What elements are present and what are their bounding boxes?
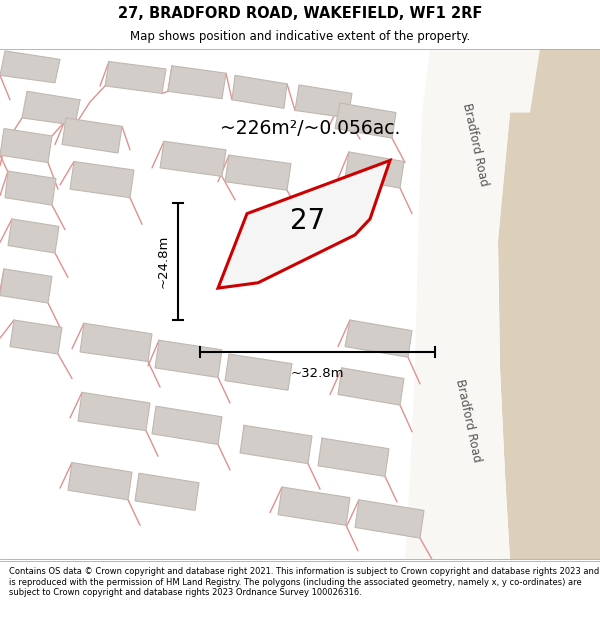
Polygon shape (78, 392, 150, 431)
Polygon shape (225, 354, 292, 390)
Polygon shape (155, 340, 222, 377)
Text: ~24.8m: ~24.8m (157, 235, 170, 288)
Polygon shape (278, 487, 350, 526)
Polygon shape (345, 320, 412, 357)
Polygon shape (295, 85, 352, 118)
Polygon shape (318, 438, 389, 476)
Polygon shape (152, 406, 222, 444)
Polygon shape (5, 171, 56, 205)
Polygon shape (335, 103, 396, 138)
Polygon shape (22, 91, 80, 126)
Text: 27: 27 (290, 207, 326, 235)
Polygon shape (405, 49, 540, 559)
Text: Bradford Road: Bradford Road (460, 102, 490, 188)
Polygon shape (498, 49, 600, 559)
Polygon shape (68, 462, 132, 500)
Polygon shape (10, 320, 62, 354)
Polygon shape (225, 155, 291, 190)
Polygon shape (160, 141, 226, 176)
Text: ~32.8m: ~32.8m (291, 367, 344, 380)
Polygon shape (0, 129, 52, 162)
Polygon shape (232, 76, 287, 108)
Polygon shape (345, 152, 404, 188)
Polygon shape (62, 118, 122, 153)
Polygon shape (8, 219, 59, 253)
Text: 27, BRADFORD ROAD, WAKEFIELD, WF1 2RF: 27, BRADFORD ROAD, WAKEFIELD, WF1 2RF (118, 6, 482, 21)
Text: ~226m²/~0.056ac.: ~226m²/~0.056ac. (220, 119, 400, 138)
Text: Bradford Road: Bradford Road (453, 378, 483, 464)
Polygon shape (70, 161, 134, 198)
Polygon shape (240, 426, 312, 464)
Text: Map shows position and indicative extent of the property.: Map shows position and indicative extent… (130, 30, 470, 43)
Polygon shape (105, 61, 166, 93)
Text: Contains OS data © Crown copyright and database right 2021. This information is : Contains OS data © Crown copyright and d… (9, 568, 599, 597)
Polygon shape (218, 161, 390, 288)
Polygon shape (135, 473, 199, 511)
Polygon shape (168, 66, 226, 99)
Polygon shape (355, 500, 424, 538)
Polygon shape (338, 368, 404, 405)
Polygon shape (0, 269, 52, 303)
Polygon shape (0, 51, 60, 82)
Polygon shape (80, 323, 152, 361)
